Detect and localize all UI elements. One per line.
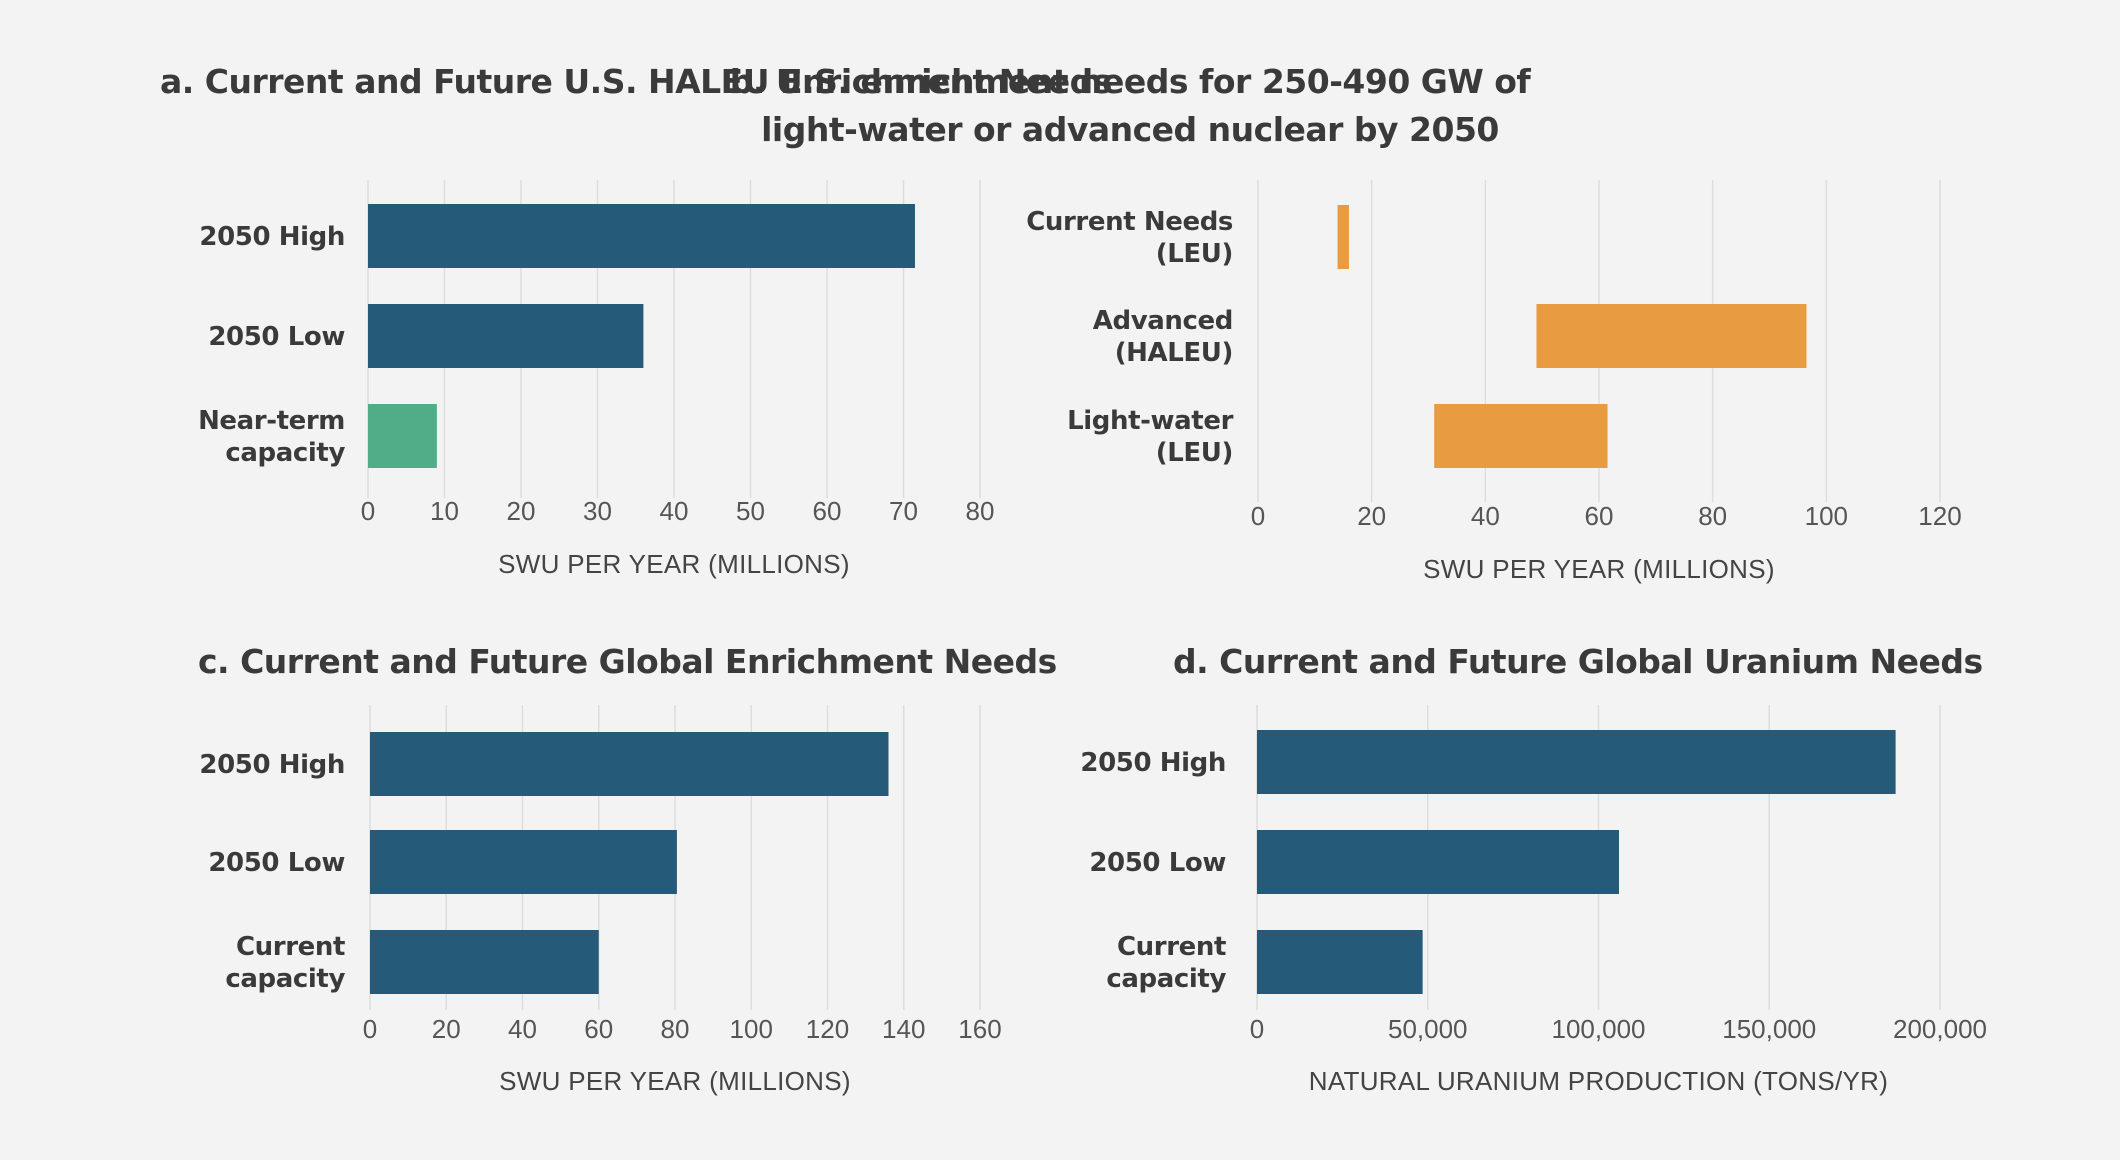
chart-a-tick-label-4: 40 [660,496,689,526]
chart-d-bar-0 [1257,730,1896,794]
chart-b-bar-1 [1536,304,1807,368]
chart-c-bar-2 [370,930,599,994]
chart-b-title-line-2: light-water or advanced nuclear by 2050 [761,110,1499,149]
chart-a-category-label-1: 2050 Low [208,322,345,352]
chart-c-tick-label-6: 120 [806,1014,849,1044]
chart-d: 2050 High 2050 Low Current capacity 0 50,000 1… [1080,705,1987,1096]
chart-d-category-label-2: Current capacity [1106,932,1226,994]
chart-d-tick-label-4: 200,000 [1893,1014,1987,1044]
chart-a-title: a. Current and Future U.S. HALEU Enrichm… [160,58,1112,106]
chart-c-title-line-1: c. Current and Future Global Enrichment … [198,642,1057,681]
chart-d-tick-label-1: 50,000 [1388,1014,1468,1044]
chart-d-category-label-0: 2050 High [1080,748,1226,778]
chart-a-tick-label-2: 20 [507,496,536,526]
chart-a-x-axis-label: SWU PER YEAR (MILLIONS) [498,549,850,579]
chart-b-title-line-1: b. U.S. enrichment needs for 250-490 GW … [729,62,1531,101]
chart-c-tick-label-4: 80 [661,1014,690,1044]
chart-a-tick-label-0: 0 [361,496,375,526]
chart-c-tick-label-5: 100 [730,1014,773,1044]
chart-a-category-label-2: Near-term capacity [198,406,345,468]
chart-a: 2050 High 2050 Low Near-term capacity 0 10 20 3… [198,180,995,579]
chart-c-title: c. Current and Future Global Enrichment … [198,638,1057,686]
chart-b-tick-label-5: 100 [1805,501,1848,531]
chart-d-tick-label-0: 0 [1250,1014,1264,1044]
chart-b-tick-label-0: 0 [1251,501,1265,531]
chart-b-bar-0 [1337,205,1349,269]
chart-b-tick-label-4: 80 [1698,501,1727,531]
chart-a-category-label-0: 2050 High [199,222,345,252]
chart-b-category-label-0: Current Needs (LEU) [1026,207,1233,269]
chart-c-tick-label-2: 40 [508,1014,537,1044]
chart-c-tick-label-3: 60 [584,1014,613,1044]
chart-a-tick-label-8: 80 [966,496,995,526]
chart-a-bar-0 [368,204,915,268]
chart-c-category-label-2: Current capacity [225,932,345,994]
chart-d-bar-1 [1257,830,1619,894]
chart-c-tick-label-7: 140 [882,1014,925,1044]
chart-d-tick-label-2: 100,000 [1552,1014,1646,1044]
chart-c: 2050 High 2050 Low Current capacity 0 20 40 60 8… [199,705,1002,1096]
chart-c-tick-label-8: 160 [958,1014,1001,1044]
chart-d-title-line-1: d. Current and Future Global Uranium Nee… [1173,642,1983,681]
chart-b-tick-label-6: 120 [1918,501,1961,531]
chart-b-category-label-1: Advanced (HALEU) [1093,306,1233,368]
chart-a-bar-1 [368,304,644,368]
chart-b-tick-label-3: 60 [1585,501,1614,531]
chart-c-tick-label-1: 20 [432,1014,461,1044]
chart-a-tick-label-7: 70 [889,496,918,526]
chart-c-bar-1 [370,830,677,894]
chart-d-x-axis-label: NATURAL URANIUM PRODUCTION (TONS/YR) [1309,1066,1888,1096]
chart-c-x-axis-label: SWU PER YEAR (MILLIONS) [499,1066,851,1096]
chart-b-tick-label-2: 40 [1471,501,1500,531]
chart-d-category-label-1: 2050 Low [1089,848,1226,878]
chart-c-category-label-1: 2050 Low [208,848,345,878]
chart-c-tick-label-0: 0 [363,1014,377,1044]
chart-a-tick-label-1: 10 [430,496,459,526]
chart-d-title: d. Current and Future Global Uranium Nee… [1173,638,1983,686]
chart-a-tick-label-6: 60 [813,496,842,526]
chart-c-category-label-0: 2050 High [199,750,345,780]
chart-b-title: b. U.S. enrichment needs for 250-490 GW … [710,58,1550,154]
chart-a-title-line-1: a. Current and Future U.S. HALEU Enrichm… [160,62,1112,101]
chart-c-bar-0 [370,732,889,796]
chart-d-tick-label-3: 150,000 [1722,1014,1816,1044]
chart-b-tick-label-1: 20 [1357,501,1386,531]
chart-a-tick-label-5: 50 [736,496,765,526]
chart-d-bar-2 [1257,930,1423,994]
chart-b-bar-2 [1434,404,1608,468]
chart-b: Current Needs (LEU) Advanced (HALEU) Light-w… [1026,180,1962,584]
chart-a-bar-2 [368,404,437,468]
chart-a-tick-label-3: 30 [583,496,612,526]
chart-b-x-axis-label: SWU PER YEAR (MILLIONS) [1423,554,1775,584]
chart-b-category-label-2: Light-water (LEU) [1067,406,1233,468]
